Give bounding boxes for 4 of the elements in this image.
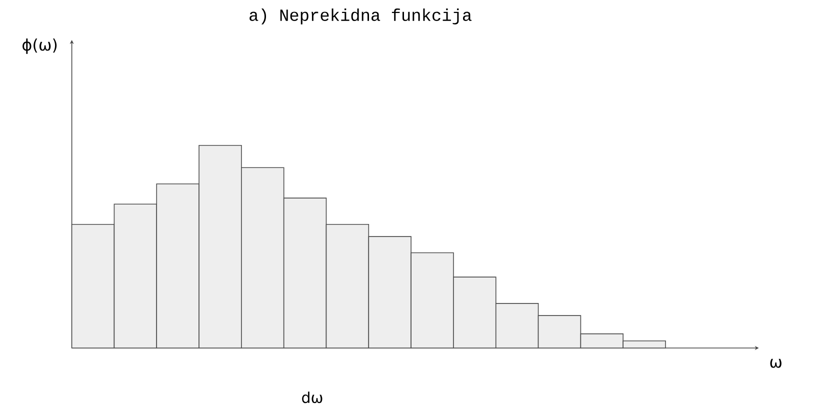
text: ϕ(ω) <box>22 38 57 54</box>
chart-title: a) Neprekidna funkcija <box>250 8 472 24</box>
text: ω <box>770 358 782 368</box>
text: dω <box>302 392 322 404</box>
